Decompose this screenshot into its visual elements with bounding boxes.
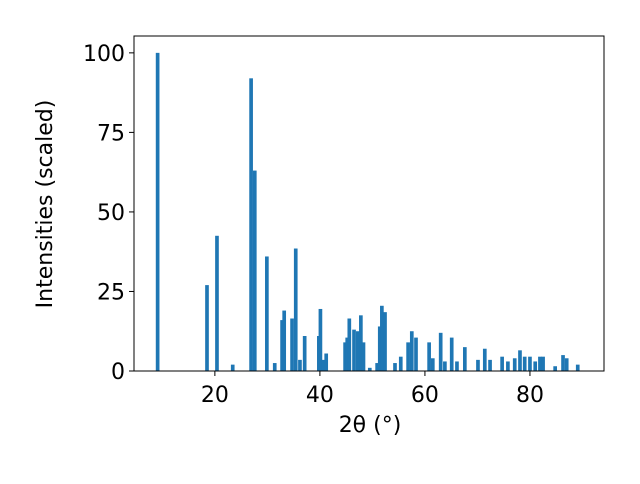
x-tick-label: 60	[411, 383, 439, 408]
x-tick-label: 80	[516, 383, 544, 408]
bar	[449, 337, 454, 371]
bar	[564, 358, 569, 371]
bar	[512, 358, 517, 371]
bar	[430, 358, 435, 371]
bar	[427, 342, 431, 371]
y-axis-label: Intensities (scaled)	[33, 100, 58, 309]
bar	[321, 359, 325, 371]
bar	[380, 305, 384, 371]
bar	[533, 361, 538, 371]
bar	[443, 361, 447, 371]
bar	[230, 364, 235, 371]
bar	[293, 248, 298, 371]
bar	[280, 320, 284, 371]
bar	[575, 364, 580, 371]
bar	[249, 78, 253, 371]
bar	[352, 329, 356, 371]
bar	[265, 256, 269, 371]
bar	[367, 367, 372, 371]
bar	[298, 359, 302, 371]
bar	[252, 170, 257, 371]
y-tick-label: 75	[97, 121, 125, 146]
x-axis-label: 2θ (°)	[339, 413, 402, 438]
plot-frame	[133, 35, 605, 372]
bar	[553, 366, 557, 371]
bar	[347, 318, 352, 371]
bar	[355, 331, 360, 371]
bar	[272, 363, 277, 371]
bar	[318, 308, 323, 371]
bar	[538, 356, 542, 371]
bar	[463, 347, 467, 371]
bar	[482, 348, 487, 371]
bar	[409, 331, 414, 371]
bar	[359, 315, 363, 371]
bar	[500, 356, 504, 371]
y-tick-label: 100	[83, 42, 125, 67]
bar	[476, 359, 480, 371]
bar	[324, 353, 329, 371]
bar	[455, 361, 459, 371]
y-tick-label: 0	[111, 360, 125, 385]
bar	[393, 363, 397, 371]
y-tick-label: 50	[97, 201, 125, 226]
x-tick-label: 20	[201, 383, 229, 408]
x-tick-label: 40	[306, 383, 334, 408]
bar	[438, 332, 443, 371]
bar	[377, 326, 382, 371]
bar	[302, 336, 307, 371]
y-tick-label: 25	[97, 280, 125, 305]
bar	[488, 359, 492, 371]
bar	[155, 52, 160, 371]
bar	[375, 363, 379, 371]
bar	[215, 235, 219, 371]
bar	[398, 356, 403, 371]
bar	[506, 361, 510, 371]
bar	[282, 310, 287, 371]
bar	[561, 355, 565, 371]
bar	[343, 342, 347, 371]
bar	[522, 356, 527, 371]
bar	[406, 342, 410, 371]
bar	[518, 350, 522, 371]
bar	[414, 337, 418, 371]
bar	[205, 285, 209, 371]
bar	[383, 312, 387, 371]
bar	[290, 318, 294, 371]
bar	[345, 337, 350, 371]
bar	[528, 356, 532, 371]
bar	[361, 342, 366, 371]
bar	[541, 356, 545, 371]
